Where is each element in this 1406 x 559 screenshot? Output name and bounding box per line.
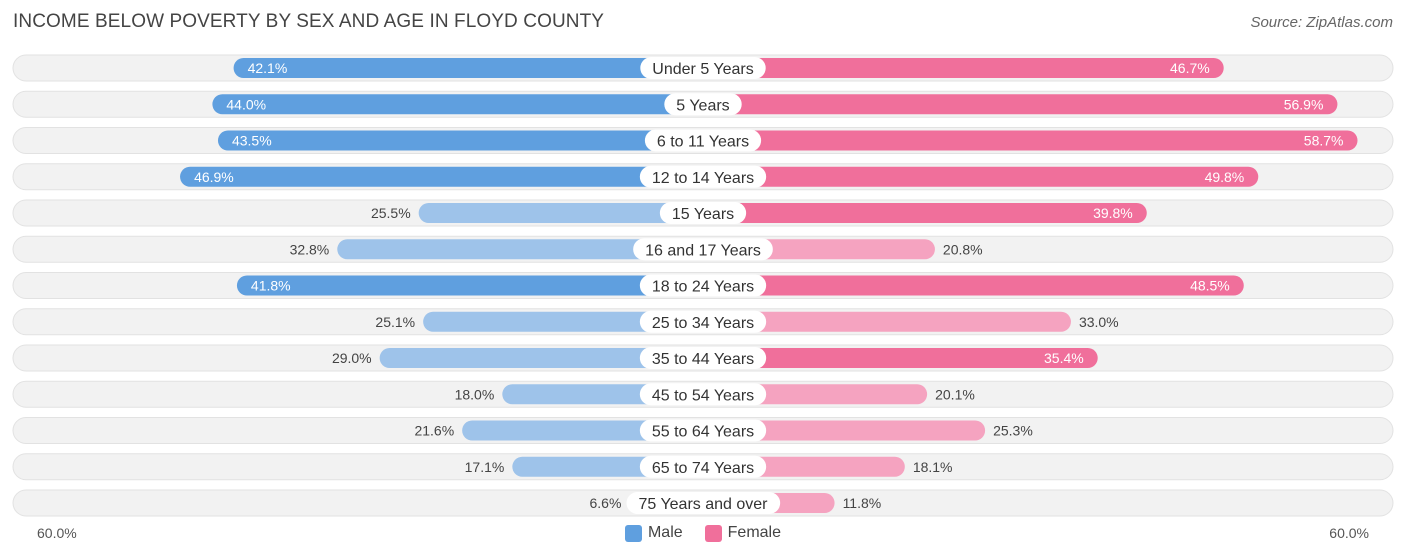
value-label-male: 17.1% — [465, 459, 505, 475]
value-label-male: 44.0% — [226, 96, 266, 112]
category-label: 35 to 44 Years — [652, 351, 754, 368]
value-label-female: 49.8% — [1205, 169, 1245, 185]
category-label-background — [640, 57, 766, 79]
value-label-female: 58.7% — [1304, 133, 1344, 149]
bar-female — [703, 94, 1338, 115]
value-label-male: 25.5% — [371, 205, 411, 221]
category-label: 12 to 14 Years — [652, 170, 754, 187]
value-label-female: 56.9% — [1284, 96, 1324, 112]
bar-male — [236, 275, 703, 296]
source-label: Source: ZipAtlas.com — [1250, 14, 1393, 31]
category-label: 15 Years — [672, 206, 734, 223]
value-label-male: 41.8% — [251, 278, 291, 294]
category-label: 45 to 54 Years — [652, 387, 754, 404]
category-label-background — [664, 93, 742, 116]
bar-female — [703, 275, 1244, 296]
axis-right-label: 60.0% — [1329, 525, 1369, 541]
value-label-female: 35.4% — [1044, 350, 1084, 366]
category-label: 16 and 17 Years — [645, 242, 761, 259]
bar-female — [703, 203, 1147, 223]
legend-female: Female — [704, 524, 782, 542]
value-label-male: 42.1% — [248, 60, 288, 76]
value-label-female: 18.1% — [913, 459, 953, 475]
category-label: 18 to 24 Years — [652, 279, 754, 296]
chart: 42.1% 46.7% Under 5 Years 44.0% 56.9% 5 Years… — [12, 54, 1394, 517]
category-label: 75 Years and over — [639, 496, 769, 513]
axis-left-label: 60.0% — [37, 525, 77, 541]
category-label-background — [633, 238, 773, 261]
legend-female-label: Female — [727, 524, 782, 541]
category-label: 6 to 11 Years — [657, 134, 749, 151]
category-label-background — [639, 347, 767, 369]
value-label-female: 20.1% — [935, 386, 975, 402]
bar-male — [418, 203, 703, 223]
bar-female — [703, 348, 1098, 368]
value-label-female: 48.5% — [1190, 278, 1230, 294]
category-label-background — [639, 383, 767, 406]
bar-male — [212, 94, 703, 115]
value-label-female: 20.8% — [943, 241, 983, 257]
legend-male-swatch — [624, 524, 642, 542]
value-label-male: 32.8% — [290, 241, 330, 257]
category-label-background — [639, 310, 767, 333]
category-label: 65 to 74 Years — [652, 460, 754, 477]
legend: Male Female — [0, 524, 1406, 542]
value-label-male: 29.0% — [332, 350, 372, 366]
category-label: 25 to 34 Years — [652, 315, 754, 332]
value-label-male: 46.9% — [194, 169, 234, 185]
bar-male — [337, 239, 703, 260]
value-label-male: 25.1% — [375, 314, 415, 330]
category-label-background — [639, 419, 767, 442]
legend-male-label: Male — [647, 524, 683, 541]
value-label-female: 25.3% — [993, 423, 1033, 439]
bar-female — [703, 130, 1358, 151]
chart-title: INCOME BELOW POVERTY BY SEX AND AGE IN F… — [13, 11, 605, 32]
value-label-male: 43.5% — [232, 133, 272, 149]
value-label-female: 11.8% — [843, 495, 882, 511]
bar-male — [379, 348, 703, 368]
bar-male — [233, 58, 703, 78]
value-label-female: 33.0% — [1079, 314, 1119, 330]
value-label-male: 18.0% — [455, 386, 495, 402]
bar-female — [703, 420, 986, 441]
value-label-male: 21.6% — [414, 423, 454, 439]
category-label: 5 Years — [676, 97, 729, 114]
legend-male: Male — [624, 524, 683, 542]
category-label-background — [644, 129, 762, 152]
bar-male — [180, 166, 703, 187]
category-label-background — [639, 165, 767, 188]
category-label-background — [639, 274, 767, 297]
bar-male — [217, 130, 703, 151]
value-label-female: 39.8% — [1093, 205, 1133, 221]
value-label-male: 6.6% — [589, 495, 621, 511]
bar-female — [703, 166, 1259, 187]
bar-female — [703, 311, 1071, 332]
category-label: 55 to 64 Years — [652, 424, 754, 441]
category-label-background — [659, 202, 747, 224]
value-label-female: 46.7% — [1170, 60, 1210, 76]
legend-female-swatch — [704, 524, 722, 542]
bar-female — [703, 58, 1224, 78]
category-label-background — [639, 455, 767, 478]
category-label-background — [626, 492, 781, 514]
category-label: Under 5 Years — [652, 61, 753, 78]
bar-male — [423, 311, 703, 332]
